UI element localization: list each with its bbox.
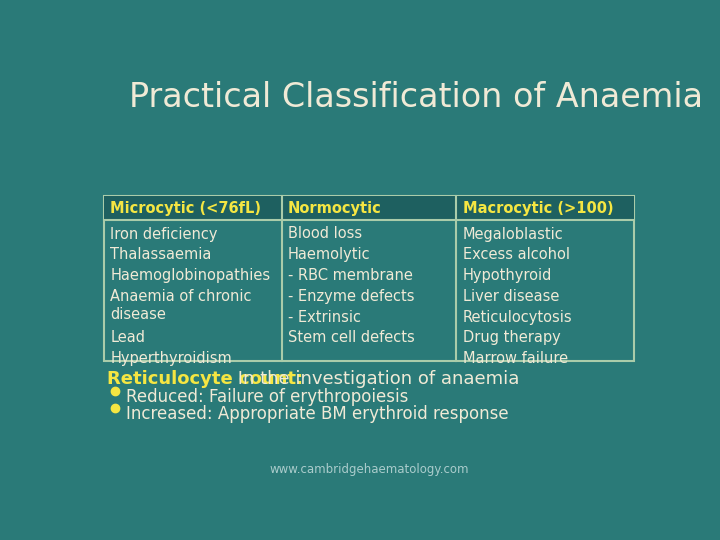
Bar: [104, 195, 634, 361]
Text: Excess alcohol: Excess alcohol: [463, 247, 570, 262]
Text: Drug therapy: Drug therapy: [463, 330, 560, 346]
Text: Stem cell defects: Stem cell defects: [288, 330, 415, 346]
Text: Hypothyroid: Hypothyroid: [463, 268, 552, 283]
Text: Liver disease: Liver disease: [463, 289, 559, 304]
Text: Microcytic (<76fL): Microcytic (<76fL): [110, 200, 261, 215]
Text: Normocytic: Normocytic: [288, 200, 382, 215]
Text: - Extrinsic: - Extrinsic: [288, 309, 361, 325]
Bar: [282, 195, 456, 220]
Text: Reticulocyte count:: Reticulocyte count:: [107, 370, 303, 388]
Text: Practical Classification of Anaemia: Practical Classification of Anaemia: [129, 80, 703, 113]
Text: Haemoglobinopathies: Haemoglobinopathies: [110, 268, 270, 283]
Text: - Enzyme defects: - Enzyme defects: [288, 289, 414, 304]
Text: Megaloblastic: Megaloblastic: [463, 226, 564, 241]
Text: - RBC membrane: - RBC membrane: [288, 268, 413, 283]
Text: Thalassaemia: Thalassaemia: [110, 247, 212, 262]
Text: Reticulocytosis: Reticulocytosis: [463, 309, 572, 325]
Text: In the investigation of anaemia: In the investigation of anaemia: [233, 370, 520, 388]
Text: Increased: Appropriate BM erythroid response: Increased: Appropriate BM erythroid resp…: [126, 405, 508, 423]
Text: Macrocytic (>100): Macrocytic (>100): [463, 200, 613, 215]
Bar: [104, 195, 282, 220]
Text: Blood loss: Blood loss: [288, 226, 362, 241]
Bar: [456, 195, 634, 220]
Text: Marrow failure: Marrow failure: [463, 351, 568, 366]
Text: Reduced: Failure of erythropoiesis: Reduced: Failure of erythropoiesis: [126, 388, 408, 406]
Text: Hyperthyroidism: Hyperthyroidism: [110, 351, 232, 366]
Text: Anaemia of chronic
disease: Anaemia of chronic disease: [110, 289, 252, 322]
Text: Lead: Lead: [110, 330, 145, 346]
Text: Iron deficiency: Iron deficiency: [110, 226, 217, 241]
Text: www.cambridgehaematology.com: www.cambridgehaematology.com: [269, 463, 469, 476]
Text: Haemolytic: Haemolytic: [288, 247, 370, 262]
